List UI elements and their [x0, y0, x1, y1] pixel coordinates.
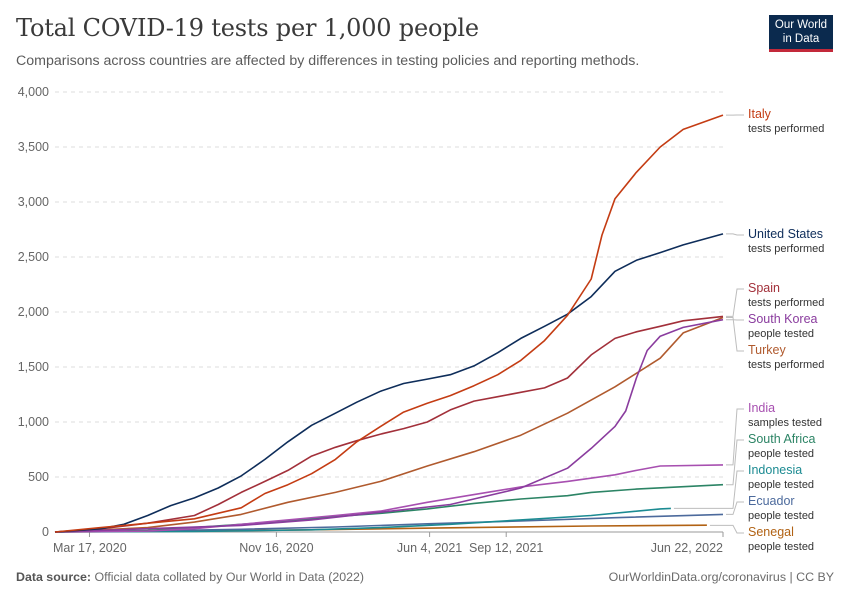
series-note-senegal: people tested: [748, 541, 814, 553]
series-line-united-states: [54, 233, 724, 533]
data-source-text: Official data collated by Our World in D…: [91, 570, 365, 584]
series-label-south-africa: South Africa: [748, 432, 815, 446]
series-line-spain: [54, 315, 724, 533]
series-line-indonesia: [54, 507, 671, 533]
chart-subtitle: Comparisons across countries are affecte…: [16, 53, 640, 69]
data-source: Data source: Official data collated by O…: [16, 570, 364, 584]
grid-lines: [55, 91, 723, 533]
series-note-india: samples tested: [748, 417, 822, 429]
y-tick-label: 500: [28, 470, 49, 484]
y-tick-label: 4,000: [18, 85, 49, 99]
x-tick-label: Jun 4, 2021: [397, 541, 462, 555]
y-tick-label: 2,500: [18, 250, 49, 264]
y-tick-label: 1,500: [18, 360, 49, 374]
line-chart: 05001,0001,5002,0002,5003,0003,5004,000 …: [18, 85, 825, 555]
y-tick-label: 3,500: [18, 140, 49, 154]
series-note-united-states: tests performed: [748, 243, 824, 255]
data-source-label: Data source:: [16, 570, 92, 584]
x-axis-ticks: Mar 17, 2020 Nov 16, 2020 Jun 4, 2021 Sep 1…: [53, 532, 724, 555]
label-connector-turkey: [726, 317, 744, 352]
label-connector-south-africa: [726, 439, 744, 486]
logo-line-1: Our World: [774, 19, 828, 31]
series-lines: [54, 114, 724, 533]
series-note-spain: tests performed: [748, 297, 824, 309]
label-connector-india: [726, 408, 744, 466]
x-tick-label: Mar 17, 2020: [53, 541, 127, 555]
y-tick-label: 2,000: [18, 305, 49, 319]
series-line-south-korea: [54, 318, 724, 533]
series-label-italy: Italy: [748, 107, 772, 121]
series-labels: Italy tests performed United States tests p…: [673, 107, 824, 553]
series-label-spain: Spain: [748, 281, 780, 295]
series-label-turkey: Turkey: [748, 343, 786, 357]
y-tick-label: 3,000: [18, 195, 49, 209]
series-label-indonesia: Indonesia: [748, 463, 802, 477]
series-label-south-korea: South Korea: [748, 312, 818, 326]
series-label-india: India: [748, 401, 775, 415]
series-label-united-states: United States: [748, 227, 823, 241]
owid-logo[interactable]: Our World in Data: [769, 15, 833, 52]
chart-title: Total COVID-19 tests per 1,000 people: [16, 14, 479, 42]
y-axis-ticks: 0 500 1,000 1,500 2,000 2,500 3,000 3,500 4,000: [18, 85, 49, 539]
x-tick-label: Nov 16, 2020: [239, 541, 313, 555]
y-tick-label: 0: [42, 525, 49, 539]
series-note-indonesia: people tested: [748, 479, 814, 491]
x-tick-label: Jun 22, 2022: [651, 541, 723, 555]
series-note-turkey: tests performed: [748, 359, 824, 371]
label-connector-senegal: [709, 524, 744, 534]
series-note-ecuador: people tested: [748, 510, 814, 522]
label-connector-ecuador: [726, 501, 744, 515]
series-label-ecuador: Ecuador: [748, 494, 795, 508]
x-tick-label: Sep 12, 2021: [469, 541, 543, 555]
footer-link[interactable]: OurWorldinData.org/coronavirus | CC BY: [608, 570, 834, 584]
series-note-italy: tests performed: [748, 123, 824, 135]
series-line-turkey: [54, 316, 724, 533]
logo-line-2: in Data: [782, 33, 820, 45]
series-note-south-africa: people tested: [748, 448, 814, 460]
series-label-senegal: Senegal: [748, 525, 794, 539]
label-connector-indonesia: [673, 470, 744, 509]
series-line-italy: [54, 114, 724, 533]
label-connector-spain: [726, 288, 744, 317]
label-connector-united-states: [726, 233, 744, 236]
y-tick-label: 1,000: [18, 415, 49, 429]
series-note-south-korea: people tested: [748, 328, 814, 340]
